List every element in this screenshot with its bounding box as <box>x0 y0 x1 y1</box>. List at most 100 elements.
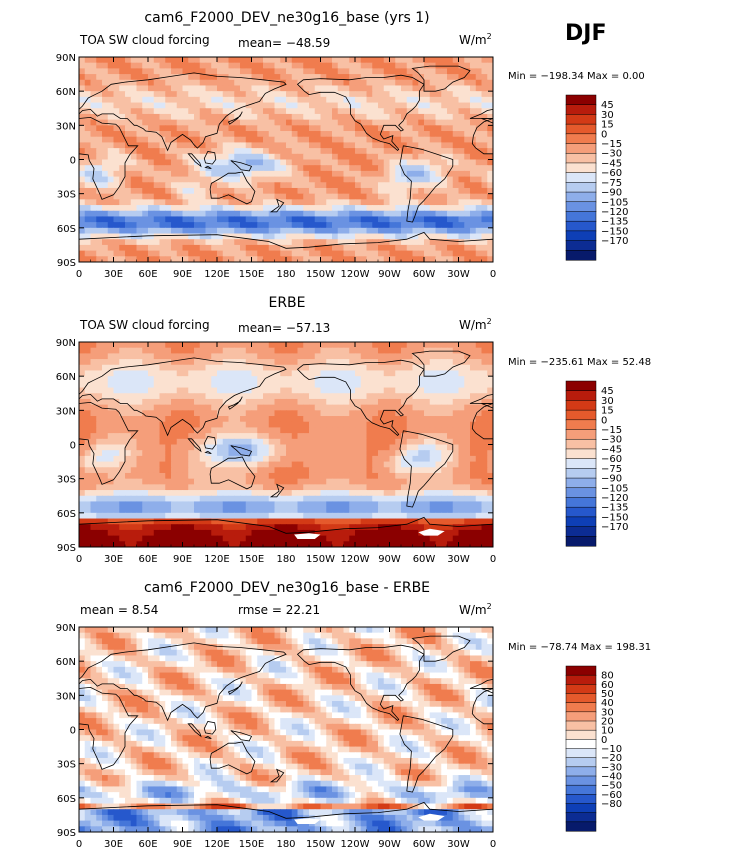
field-cell <box>360 495 368 503</box>
field-cell <box>378 125 385 132</box>
field-cell <box>481 376 488 383</box>
field-cell <box>441 359 448 366</box>
field-cell <box>458 421 465 429</box>
field-cell <box>199 467 207 474</box>
field-cell <box>102 427 109 434</box>
field-cell <box>349 102 356 109</box>
field-cell <box>125 68 132 75</box>
field-cell <box>475 193 483 200</box>
field-cell <box>96 239 103 246</box>
field-cell <box>153 244 161 252</box>
field-cell <box>349 478 356 485</box>
field-cell <box>96 501 103 508</box>
field-cell <box>268 57 276 64</box>
field-cell <box>130 398 138 406</box>
field-cell <box>435 410 442 417</box>
field-cell <box>412 450 419 457</box>
field-cell <box>343 199 350 206</box>
field-cell <box>470 495 477 503</box>
field-cell <box>406 484 414 491</box>
y-tick-label: 60N <box>56 87 76 98</box>
field-cell <box>148 518 155 525</box>
field-cell <box>309 364 316 372</box>
field-cell <box>429 387 437 394</box>
field-cell <box>383 233 391 240</box>
field-cell <box>113 125 120 132</box>
field-cell <box>314 495 322 503</box>
field-cell <box>182 136 189 144</box>
field-cell <box>228 210 235 218</box>
field-cell <box>257 165 264 172</box>
field-cell <box>337 467 345 474</box>
field-cell <box>435 193 442 200</box>
field-cell <box>240 187 247 195</box>
colorbar-label: 0 <box>601 129 607 140</box>
field-cell <box>343 433 350 440</box>
field-cell <box>458 444 465 451</box>
field-cell <box>309 96 316 104</box>
field-cell <box>165 125 172 132</box>
field-cell <box>194 222 201 229</box>
field-cell <box>79 353 86 360</box>
field-cell <box>320 342 327 349</box>
field-cell <box>234 381 241 389</box>
field-cell <box>470 256 477 262</box>
field-cell <box>337 512 345 520</box>
field-cell <box>343 359 350 366</box>
field-cell <box>251 153 258 161</box>
field-cell <box>165 96 172 104</box>
field-cell <box>326 507 333 514</box>
field-cell <box>102 376 109 383</box>
field-cell <box>309 381 316 389</box>
field-cell <box>314 433 322 440</box>
field-cell <box>199 165 207 172</box>
field-cell <box>395 427 402 434</box>
field-cell <box>424 353 431 360</box>
field-cell <box>320 176 327 183</box>
field-cell <box>452 478 460 485</box>
field-cell <box>113 370 120 377</box>
field-cell <box>280 153 287 161</box>
field-cell <box>194 467 201 474</box>
field-cell <box>274 347 281 354</box>
field-cell <box>412 370 419 377</box>
field-cell <box>130 353 138 360</box>
field-cell <box>383 79 391 87</box>
field-cell <box>481 142 488 149</box>
field-cell <box>263 239 270 246</box>
field-cell <box>257 433 264 440</box>
field-cell <box>389 347 396 354</box>
field-cell <box>395 239 402 246</box>
field-cell <box>102 153 109 161</box>
field-cell <box>343 393 350 400</box>
field-cell <box>102 216 109 223</box>
field-cell <box>240 176 247 183</box>
field-cell <box>389 85 396 92</box>
field-cell <box>159 490 166 497</box>
field-cell <box>217 370 224 377</box>
field-cell <box>113 398 120 406</box>
field-cell <box>263 91 270 98</box>
field-cell <box>90 68 97 75</box>
field-cell <box>435 244 442 252</box>
field-cell <box>406 210 414 218</box>
field-cell <box>182 222 189 229</box>
field-cell <box>372 501 379 508</box>
field-cell <box>159 68 166 75</box>
field-cell <box>234 85 241 92</box>
field-cell <box>291 239 299 246</box>
field-cell <box>291 165 299 172</box>
field-cell <box>475 176 483 183</box>
field-cell <box>188 57 195 64</box>
field-cell <box>153 210 161 218</box>
field-cell <box>268 433 276 440</box>
field-cell <box>406 416 414 423</box>
field-cell <box>389 153 396 161</box>
field-cell <box>113 427 120 434</box>
field-cell <box>378 501 385 508</box>
field-cell <box>268 193 276 200</box>
field-cell <box>401 79 408 87</box>
field-cell <box>222 79 230 87</box>
field-cell <box>286 113 293 121</box>
field-cell <box>401 438 408 446</box>
